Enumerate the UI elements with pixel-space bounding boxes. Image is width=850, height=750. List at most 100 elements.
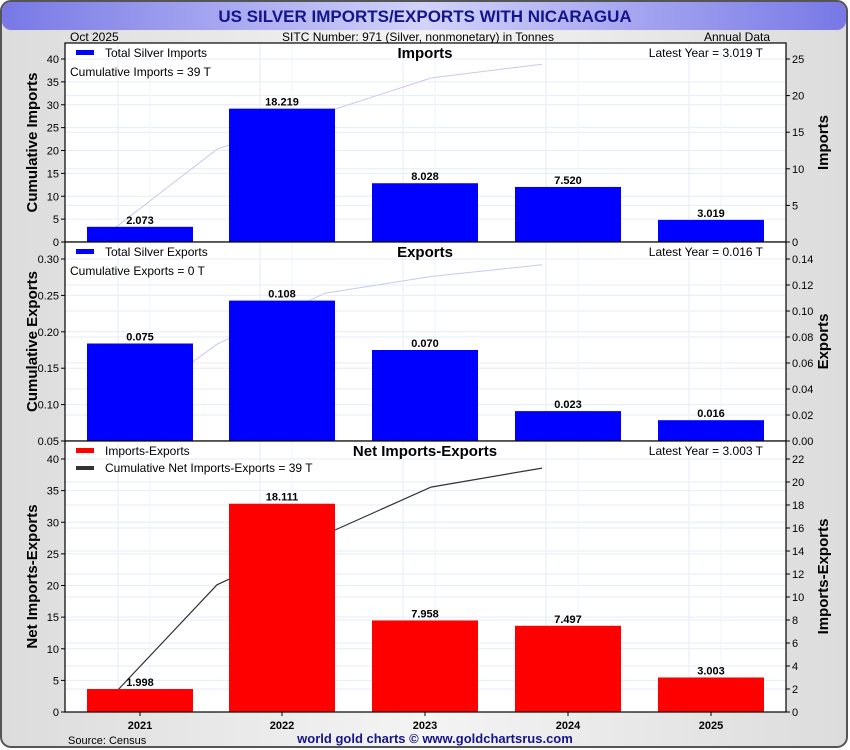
bar-value-label: 0.016: [697, 408, 725, 420]
y-tick-label-right: 16: [792, 523, 804, 535]
y-tick-label-right: 0.10: [792, 306, 813, 318]
y-tick-label-right: 0: [792, 707, 798, 719]
bar-value-label: 0.023: [554, 399, 582, 411]
y-tick-label-right: 6: [792, 638, 798, 650]
bar-2025: [658, 677, 764, 712]
cumulative-annotation: Cumulative Imports = 39 T: [70, 65, 212, 79]
subtitle: SITC Number: 971 (Silver, nonmonetary) i…: [282, 30, 554, 44]
y-tick-label-left: 0.05: [38, 436, 59, 448]
y-tick-label-right: 0.12: [792, 280, 813, 292]
y-tick-label-right: 0.06: [792, 358, 813, 370]
x-tick-label: 2022: [270, 720, 294, 732]
panel-title: Net Imports-Exports: [353, 443, 497, 460]
legend-swatch: [76, 50, 94, 55]
bar-2022: [229, 503, 335, 712]
bar-2022: [229, 108, 335, 242]
y-tick-label-right: 8: [792, 615, 798, 627]
frequency-label: Annual Data: [704, 30, 770, 44]
bar-2024: [515, 411, 621, 441]
y-tick-label-right: 5: [792, 200, 798, 212]
x-tick-label: 2023: [413, 720, 437, 732]
y-axis-label-left: Cumulative Exports: [24, 271, 41, 412]
y-tick-label-left: 30: [47, 517, 59, 529]
bar-value-label: 7.520: [554, 175, 582, 187]
bar-value-label: 7.958: [411, 608, 439, 620]
bar-value-label: 1.998: [126, 677, 154, 689]
y-tick-label-left: 15: [47, 612, 59, 624]
credit-link[interactable]: world gold charts © www.goldchartsrus.co…: [296, 731, 573, 746]
y-tick-label-left: 10: [47, 191, 59, 203]
legend-swatch: [76, 448, 94, 453]
latest-year-annotation: Latest Year = 3.019 T: [649, 46, 764, 60]
y-tick-label-right: 22: [792, 454, 804, 466]
panel-exports: 0.075 0.108 0.070 0.023 0.016 0.05 0.10 0.15 0.2…: [24, 241, 832, 448]
bar-value-label: 18.111: [266, 492, 298, 504]
latest-year-annotation: Latest Year = 3.003 T: [649, 444, 764, 458]
bar-value-label: 0.070: [411, 338, 439, 350]
legend-swatch-line: [76, 466, 94, 470]
bar-value-label: 18.219: [265, 97, 299, 109]
bar-value-label: 3.003: [697, 665, 725, 677]
y-tick-label-left: 25: [47, 549, 59, 561]
y-tick-label-right: 20: [792, 91, 804, 103]
y-tick-label-left: 0.30: [38, 254, 59, 266]
bar-2023: [372, 350, 478, 441]
chart-title: US SILVER IMPORTS/EXPORTS WITH NICARAGUA: [218, 7, 631, 26]
bar-2023: [372, 183, 478, 242]
y-tick-label-left: 35: [47, 486, 59, 498]
y-tick-label-left: 0.20: [38, 327, 59, 339]
bar-2024: [515, 625, 621, 712]
bar-value-label: 2.073: [126, 215, 154, 227]
y-tick-label-left: 10: [47, 644, 59, 656]
bar-2024: [515, 186, 621, 242]
legend-label: Total Silver Exports: [105, 245, 208, 259]
legend-label: Cumulative Net Imports-Exports = 39 T: [105, 461, 313, 475]
title-bar: [2, 2, 846, 30]
y-tick-label-left: 40: [47, 54, 59, 66]
y-tick-label-left: 0: [53, 237, 59, 249]
x-tick-label: 2024: [556, 720, 581, 732]
y-tick-label-right: 15: [792, 127, 804, 139]
y-tick-label-right: 18: [792, 500, 804, 512]
y-tick-label-right: 14: [792, 546, 804, 558]
y-axis-label-left: Net Imports-Exports: [24, 504, 41, 648]
legend-label: Imports-Exports: [105, 444, 190, 458]
bar-2022: [229, 300, 335, 441]
y-axis-label-right: Imports-Exports: [815, 519, 832, 635]
bar-value-label: 8.028: [411, 171, 439, 183]
panel-imports: 2.073 18.219 8.028 7.520 3.019 0 5 10 15 20 25 30 35…: [24, 42, 832, 249]
y-tick-label-left: 20: [47, 581, 59, 593]
legend-swatch: [76, 249, 94, 254]
y-tick-label-right: 2: [792, 684, 798, 696]
x-tick-label: 2025: [699, 720, 723, 732]
y-tick-label-right: 10: [792, 164, 804, 176]
bar-2023: [372, 620, 478, 712]
y-tick-label-right: 0.14: [792, 254, 813, 266]
y-tick-label-right: 20: [792, 477, 804, 489]
y-tick-label-right: 12: [792, 569, 804, 581]
bar-value-label: 0.108: [268, 289, 296, 301]
y-tick-label-right: 10: [792, 592, 804, 604]
y-axis-label-right: Exports: [815, 314, 832, 370]
y-tick-label-right: 25: [792, 54, 804, 66]
panel-title: Imports: [397, 45, 452, 62]
y-tick-label-right: 0: [792, 237, 798, 249]
y-axis-label-right: Imports: [815, 115, 832, 170]
bar-2021: [87, 226, 193, 242]
y-tick-label-right: 0.04: [792, 384, 813, 396]
y-tick-label-left: 25: [47, 123, 59, 135]
panel-title: Exports: [397, 244, 453, 261]
y-tick-label-left: 0.10: [38, 400, 59, 412]
legend-label: Total Silver Imports: [105, 46, 207, 60]
bar-2021: [87, 343, 193, 441]
bar-2025: [658, 219, 764, 242]
bar-value-label: 0.075: [126, 332, 154, 344]
y-tick-label-left: 35: [47, 77, 59, 89]
y-tick-label-left: 0.25: [38, 290, 59, 302]
x-tick-label: 2021: [128, 720, 152, 732]
y-tick-label-left: 20: [47, 146, 59, 158]
cumulative-annotation: Cumulative Exports = 0 T: [70, 264, 206, 278]
